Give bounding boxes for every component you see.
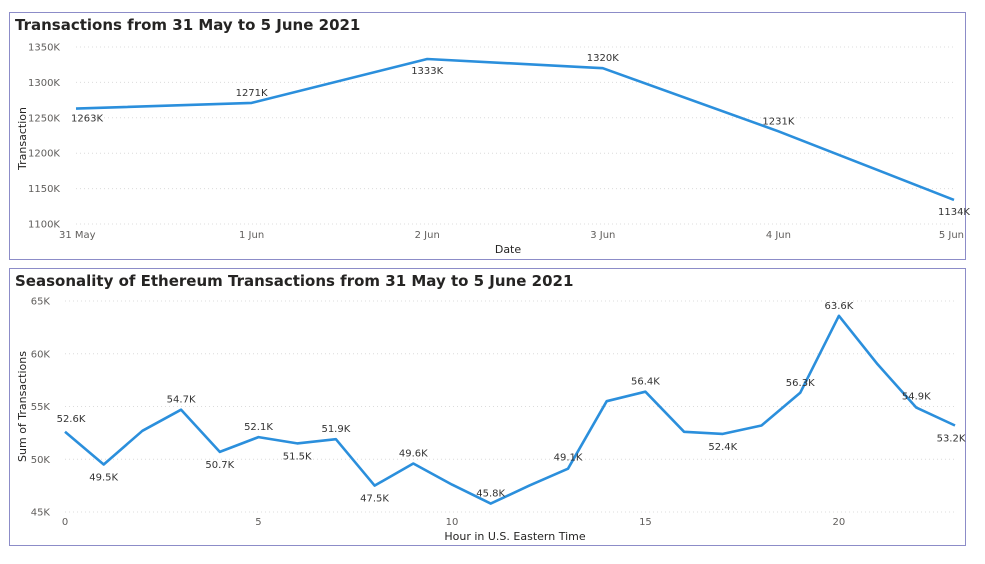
y-tick-label: 65K <box>31 297 51 308</box>
data-label: 1263K <box>71 114 103 125</box>
y-tick-label: 60K <box>31 349 51 360</box>
x-tick-label: 2 Jun <box>415 230 440 241</box>
data-label: 51.9K <box>321 424 350 435</box>
data-label: 52.4K <box>708 442 737 453</box>
y-tick-label: 45K <box>31 508 51 519</box>
data-label: 51.5K <box>283 451 312 462</box>
seasonality-line-chart: 45K 50K 55K 60K 65K 0 5 10 15 20 Hour in U.S. East… <box>16 297 966 544</box>
y-tick-label: 1250K <box>28 113 60 124</box>
seasonality-chart-panel: Seasonality of Ethereum Transactions fro… <box>9 268 966 546</box>
data-label: 45.8K <box>476 489 505 500</box>
series-line <box>75 57 955 202</box>
data-label: 47.5K <box>360 494 389 505</box>
x-tick-label: 3 Jun <box>590 230 615 241</box>
transactions-line-chart: 1100K 1150K 1200K 1250K 1300K 1350K 31 May 1 Ju… <box>16 43 970 257</box>
y-axis-title: Transaction <box>16 107 29 171</box>
data-label: 56.3K <box>786 378 815 389</box>
data-label: 54.7K <box>167 395 196 406</box>
data-label: 49.5K <box>89 473 118 484</box>
data-label: 50.7K <box>205 460 234 471</box>
data-label: 49.1K <box>554 453 583 464</box>
series-line <box>64 314 956 505</box>
x-tick-label: 1 Jun <box>239 230 264 241</box>
chart-title: Transactions from 31 May to 5 June 2021 <box>15 16 361 34</box>
y-axis-title: Sum of Transactions <box>16 351 29 462</box>
x-tick-label: 10 <box>446 517 459 528</box>
data-label: 1271K <box>236 88 268 99</box>
data-label: 63.6K <box>824 301 853 312</box>
data-label: 1134K <box>938 207 970 218</box>
y-tick-label: 1200K <box>28 149 60 160</box>
data-label: 49.6K <box>399 448 428 459</box>
y-tick-label: 1350K <box>28 43 60 54</box>
y-tick-label: 55K <box>31 402 51 413</box>
data-label: 52.1K <box>244 422 273 433</box>
data-label: 53.2K <box>937 433 966 444</box>
y-tick-label: 1100K <box>28 220 60 231</box>
y-tick-label: 1300K <box>28 78 60 89</box>
x-tick-label: 5 <box>255 517 261 528</box>
data-label: 52.6K <box>57 414 86 425</box>
data-label: 1333K <box>411 66 443 77</box>
x-tick-label: 4 Jun <box>766 230 791 241</box>
y-tick-label: 50K <box>31 455 51 466</box>
x-tick-label: 0 <box>62 517 68 528</box>
y-tick-label: 1150K <box>28 184 60 195</box>
data-label: 1231K <box>762 116 794 127</box>
x-tick-label: 31 May <box>59 230 96 241</box>
x-axis-title: Date <box>495 243 522 256</box>
x-tick-label: 15 <box>639 517 652 528</box>
data-label: 56.4K <box>631 377 660 388</box>
data-label: 1320K <box>587 53 619 64</box>
data-label: 54.9K <box>902 392 931 403</box>
transactions-chart-panel: Transactions from 31 May to 5 June 2021 … <box>9 12 970 260</box>
x-tick-label: 5 Jun <box>939 230 964 241</box>
x-tick-label: 20 <box>833 517 846 528</box>
x-axis-title: Hour in U.S. Eastern Time <box>444 530 585 543</box>
chart-title: Seasonality of Ethereum Transactions fro… <box>15 272 574 290</box>
